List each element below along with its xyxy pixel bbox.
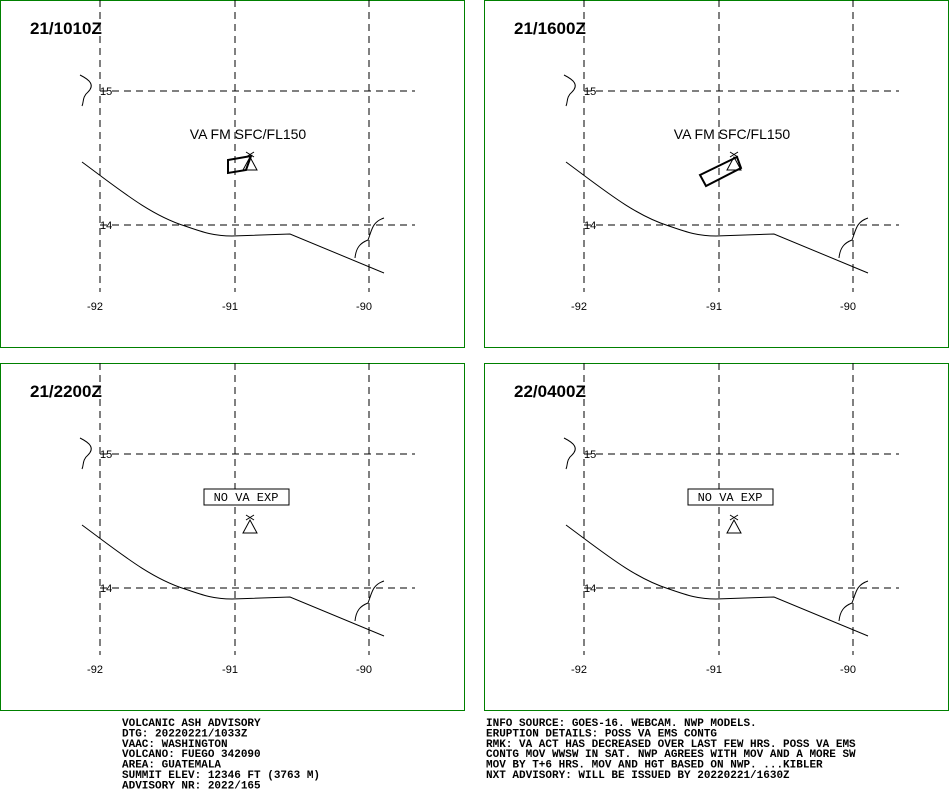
border	[79, 437, 92, 470]
lon-label: -92	[87, 301, 103, 313]
lon-label: -91	[706, 664, 722, 676]
lon-label: -92	[571, 301, 587, 313]
coastline	[81, 161, 385, 274]
lat-label: 15	[100, 449, 112, 461]
coastline	[81, 524, 385, 637]
border	[838, 580, 869, 622]
advisory-line: SUMMIT ELEV: 12346 FT (3763 M)	[122, 770, 320, 782]
advisory-line: AREA: GUATEMALA	[122, 760, 221, 772]
map-panel: 21/1600Z 15 14 -92 -91 -90 VA FM SFC/FL150	[484, 0, 949, 348]
lat-label: 14	[100, 220, 112, 232]
panel-time: 21/2200Z	[30, 382, 102, 401]
advisory-line: MOV BY T+6 HRS. MOV AND HGT BASED ON NWP…	[486, 760, 823, 772]
label-box	[687, 488, 774, 506]
lon-label: -92	[87, 664, 103, 676]
lon-label: -90	[356, 301, 372, 313]
border	[354, 217, 385, 259]
panel-time: 21/1600Z	[514, 19, 586, 38]
advisory-line: VOLCANO: FUEGO 342090	[122, 749, 261, 761]
ash-area	[227, 154, 253, 175]
panel-time: 22/0400Z	[514, 382, 586, 401]
coastline	[565, 161, 869, 274]
map-panel: 21/2200Z 15 14 -92 -91 -90 NO VA EXP	[0, 363, 465, 711]
ash-area	[698, 155, 743, 188]
advisory-line: ERUPTION DETAILS: POSS VA EMS CONTG	[486, 728, 717, 740]
lat-label: 15	[584, 449, 596, 461]
no-ash-label: NO VA EXP	[698, 491, 763, 505]
map-panel: 21/1010Z 15 14 -92 -91 -90 VA FM SFC/FL150	[0, 0, 465, 348]
ash-label: VA FM SFC/FL150	[190, 126, 307, 142]
lon-label: -91	[222, 301, 238, 313]
ash-label: VA FM SFC/FL150	[674, 126, 791, 142]
advisory-line: ADVISORY NR: 2022/165	[122, 780, 261, 792]
panel-border	[0, 0, 465, 348]
lat-label: 15	[100, 86, 112, 98]
border	[563, 74, 576, 107]
advisory-line: VAAC: WASHINGTON	[122, 739, 228, 751]
border	[354, 580, 385, 622]
no-ash-label: NO VA EXP	[214, 491, 279, 505]
advisory-line: NXT ADVISORY: WILL BE ISSUED BY 20220221…	[486, 770, 790, 782]
coastline	[565, 524, 869, 637]
panel-border	[484, 0, 949, 348]
advisory-line: VOLCANIC ASH ADVISORY	[122, 718, 261, 730]
lat-label: 14	[584, 220, 596, 232]
advisory-line: CONTG MOV WWSW IN SAT. NWP AGREES WITH M…	[486, 749, 856, 761]
lon-label: -90	[356, 664, 372, 676]
volcano	[242, 514, 258, 534]
label-box	[203, 488, 290, 506]
lat-label: 14	[584, 583, 596, 595]
lon-label: -91	[706, 301, 722, 313]
lon-label: -91	[222, 664, 238, 676]
lon-label: -90	[840, 301, 856, 313]
advisory-line: DTG: 20220221/1033Z	[122, 728, 248, 740]
volcano	[726, 514, 742, 534]
map-panel: 22/0400Z 15 14 -92 -91 -90 NO VA EXP	[484, 363, 949, 711]
panel-border	[484, 363, 949, 711]
border	[79, 74, 92, 107]
panel-border	[0, 363, 465, 711]
lon-label: -90	[840, 664, 856, 676]
advisory-line: RMK: VA ACT HAS DECREASED OVER LAST FEW …	[486, 739, 856, 751]
advisory-line: INFO SOURCE: GOES-16. WEBCAM. NWP MODELS…	[486, 718, 757, 730]
border	[838, 217, 869, 259]
lon-label: -92	[571, 664, 587, 676]
panel-time: 21/1010Z	[30, 19, 102, 38]
lat-label: 15	[584, 86, 596, 98]
border	[563, 437, 576, 470]
lat-label: 14	[100, 583, 112, 595]
